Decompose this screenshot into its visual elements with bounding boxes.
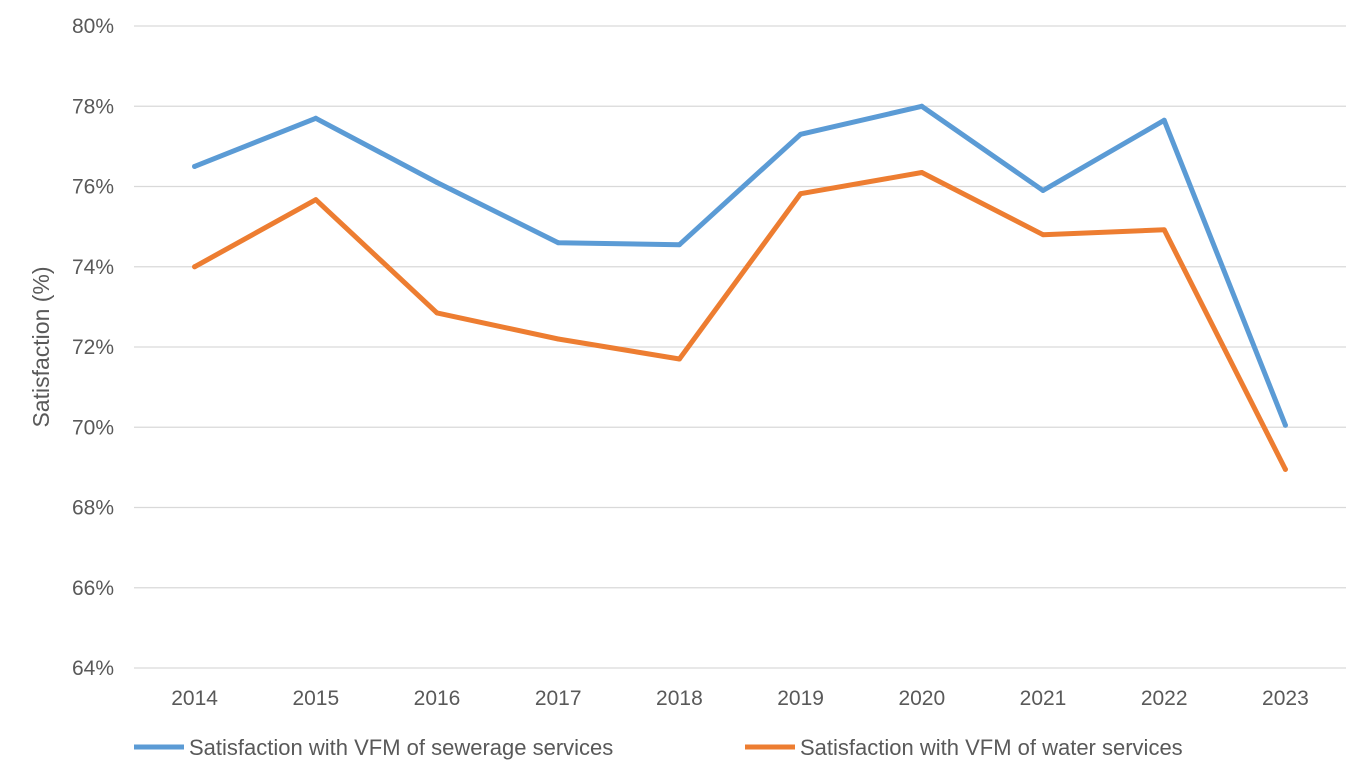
y-tick-label: 78% [72, 95, 114, 118]
data-point [1040, 188, 1046, 194]
data-point [434, 179, 440, 185]
series-line-1 [192, 103, 1288, 428]
data-point [1040, 232, 1046, 238]
data-point [1161, 117, 1167, 123]
x-tick-label: 2018 [656, 687, 703, 710]
y-tick-label: 64% [72, 657, 114, 680]
x-tick-label: 2020 [898, 687, 945, 710]
x-tick-label: 2019 [777, 687, 824, 710]
series-lines [192, 103, 1288, 472]
x-tick-label: 2014 [171, 687, 218, 710]
y-tick-label: 76% [72, 176, 114, 199]
data-point [798, 131, 804, 137]
y-axis-ticks: 64% 66% 68% 70% 72% 74% 76% 78% 80% [72, 15, 114, 680]
data-point [1282, 466, 1288, 472]
data-point [676, 356, 682, 362]
data-point [313, 115, 319, 121]
data-point [192, 163, 198, 169]
data-point [192, 264, 198, 270]
x-tick-label: 2021 [1020, 687, 1067, 710]
gridlines [134, 25, 1346, 669]
legend: Satisfaction with VFM of sewerage servic… [134, 735, 1183, 760]
x-tick-label: 2016 [414, 687, 461, 710]
series-line-2 [192, 170, 1288, 472]
y-tick-label: 74% [72, 256, 114, 279]
y-tick-label: 66% [72, 577, 114, 600]
y-tick-label: 72% [72, 336, 114, 359]
data-point [555, 336, 561, 342]
x-tick-label: 2022 [1141, 687, 1188, 710]
data-point [1161, 227, 1167, 233]
data-point [919, 169, 925, 175]
y-tick-label: 70% [72, 416, 114, 439]
y-tick-label: 80% [72, 15, 114, 38]
x-tick-label: 2023 [1262, 687, 1309, 710]
data-point [919, 103, 925, 109]
data-point [555, 240, 561, 246]
x-tick-label: 2015 [292, 687, 339, 710]
data-point [313, 197, 319, 203]
x-tick-label: 2017 [535, 687, 582, 710]
legend-label: Satisfaction with VFM of sewerage servic… [189, 735, 613, 760]
data-point [434, 310, 440, 316]
legend-label: Satisfaction with VFM of water services [800, 735, 1183, 760]
x-axis-ticks: 2014 2015 2016 2017 2018 2019 2020 2021 2022 2023 [171, 687, 1309, 710]
data-point [676, 242, 682, 248]
data-point [798, 191, 804, 197]
y-tick-label: 68% [72, 497, 114, 520]
y-axis-title: Satisfaction (%) [28, 266, 54, 427]
data-point [1282, 422, 1288, 428]
